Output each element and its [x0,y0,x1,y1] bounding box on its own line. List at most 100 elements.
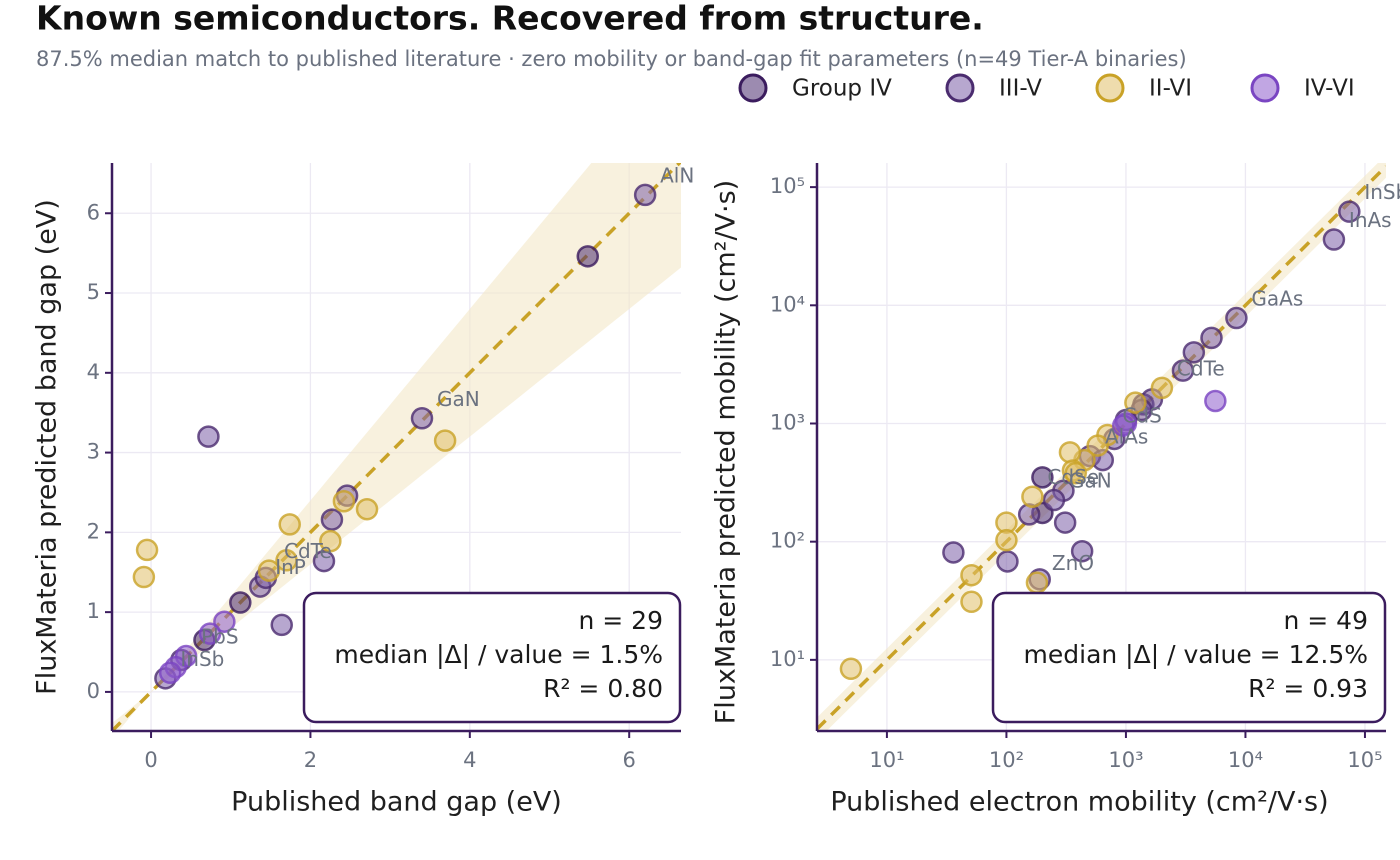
data-point [960,563,983,587]
y-tick-label: 4 [87,360,100,384]
x-tick-label: 10⁵ [1347,748,1382,772]
data-point [1031,466,1054,489]
data-point [1182,341,1206,364]
y-tick-label: 6 [87,200,100,224]
y-tick-label: 10⁴ [770,292,805,316]
point-label: GaN [1069,469,1112,493]
x-tick-label: 10⁴ [1228,748,1263,772]
y-tick-label: 3 [87,440,100,464]
legend-label: II-VI [1149,76,1192,102]
data-point [213,610,236,633]
y-axis-label: FluxMateria predicted band gap (eV) [32,199,63,695]
data-point [410,407,434,430]
data-point [312,549,336,573]
data-point [1204,389,1227,413]
data-point [1200,326,1223,350]
y-tick-label: 10³ [770,410,805,434]
x-axis-label: Published electron mobility (cm²/V·s) [830,787,1328,818]
data-point [1058,441,1082,464]
stats-box [991,591,1387,724]
stats-text: n = 29 [579,606,664,635]
data-point [135,538,159,562]
point-label: InP [275,555,306,579]
x-tick-label: 10³ [1108,748,1143,772]
data-point [995,528,1018,552]
data-point [839,657,863,681]
point-label: CdTe [284,539,332,563]
point-label: AlAs [1105,425,1148,449]
data-point [257,559,281,582]
data-point [960,590,983,614]
data-point [1225,306,1248,330]
x-tick-label: 4 [463,748,476,772]
stats-text: median |Δ| / value = 12.5% [1024,640,1368,669]
data-point [1064,461,1087,485]
data-point [1025,571,1049,594]
data-point [1070,539,1094,563]
data-point [633,183,657,207]
y-tick-label: 5 [87,280,100,304]
x-tick-label: 6 [623,748,636,772]
data-point [320,508,344,531]
title: Known semiconductors. Recovered from str… [36,0,984,38]
point-label: InSb [180,647,224,671]
data-point [1150,376,1174,400]
data-point [1021,485,1044,508]
y-axis-label: FluxMateria predicted mobility (cm²/V·s) [711,180,742,724]
point-label: CdTe [1177,356,1225,380]
y-tick-label: 10² [770,529,805,553]
x-tick-label: 10² [989,748,1024,772]
y-tick-label: 10¹ [770,647,805,671]
stats-text: n = 49 [1284,606,1369,635]
data-point [1171,359,1195,382]
data-point [576,245,600,268]
data-point [942,541,965,564]
data-point [996,550,1019,573]
y-tick-label: 10⁵ [770,174,805,198]
data-point [433,429,457,452]
data-point [332,489,356,513]
data-point [229,591,252,614]
point-label: InSb [1364,180,1400,204]
y-tick-label: 2 [87,519,100,543]
legend-label: Group IV [792,76,892,102]
data-point [158,661,182,685]
data-point [355,497,379,521]
plot-area [112,163,681,731]
data-point [1322,228,1346,251]
point-label: CdSe [1047,465,1099,489]
point-label: GaAs [1251,287,1303,311]
data-point [270,613,293,637]
subtitle: 87.5% median match to published literatu… [36,47,1187,71]
data-point [198,622,222,645]
y-tick-label: 0 [87,679,100,703]
legend-label: III-V [999,76,1042,102]
legend-marker [738,73,768,103]
data-point [1112,414,1135,437]
data-point [1124,391,1147,414]
point-label: CdS [1122,403,1161,427]
x-tick-label: 10¹ [869,748,904,772]
stats-box [302,591,682,724]
stats-text: R² = 0.93 [1248,674,1368,703]
data-point [319,529,342,553]
stats-text: median |Δ| / value = 1.5% [334,640,663,669]
x-tick-label: 0 [144,748,157,772]
data-point [132,565,156,589]
legend-marker [1095,73,1125,103]
x-tick-label: 2 [304,748,317,772]
x-axis-label: Published band gap (eV) [231,787,562,818]
data-point [278,513,301,536]
stats-text: R² = 0.80 [543,674,663,703]
point-label: InAs [1349,208,1392,232]
data-point [1086,434,1109,457]
data-point [197,425,220,448]
y-tick-label: 1 [87,599,100,623]
data-point [1053,511,1077,534]
legend-marker [945,73,975,103]
point-label: AlN [660,163,694,187]
legend-label: IV-VI [1304,76,1355,102]
point-label: ZnO [1052,551,1094,575]
point-label: PbS [201,625,238,649]
